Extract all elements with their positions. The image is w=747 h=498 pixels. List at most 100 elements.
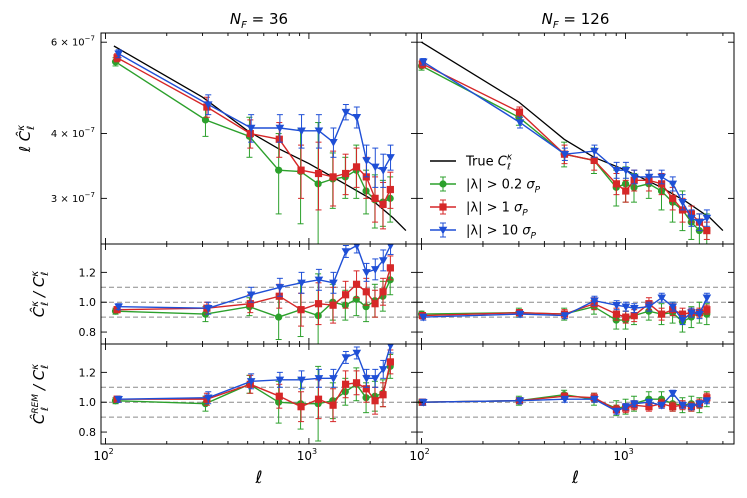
- green-series-line: [115, 279, 391, 318]
- blue-data-point: [329, 279, 338, 288]
- red-data-point: [246, 380, 254, 388]
- blue-data-point: [621, 303, 631, 312]
- blue-data-point: [668, 180, 678, 189]
- blue-data-point: [657, 401, 667, 410]
- blue-data-point: [114, 50, 123, 59]
- red-data-point: [275, 135, 283, 143]
- x-axis-label: ℓ: [571, 468, 579, 488]
- blue-data-point: [630, 304, 639, 313]
- blue-data-point: [657, 294, 667, 303]
- blue-data-point: [560, 396, 570, 404]
- red-data-point: [371, 194, 379, 202]
- red-data-point: [246, 129, 254, 138]
- blue-data-point: [203, 394, 213, 403]
- y-tick-label: 4 × 10−7: [51, 126, 95, 140]
- blue-data-point: [695, 218, 704, 227]
- blue-data-point: [702, 397, 712, 406]
- blue-data-point: [329, 138, 338, 147]
- red-data-point: [703, 227, 711, 235]
- blue-data-point: [362, 157, 371, 165]
- panel-r3-c1: [101, 344, 417, 442]
- blue-data-point: [378, 166, 388, 175]
- red-data-point: [297, 166, 305, 174]
- blue-data-point: [246, 124, 256, 133]
- blue-data-point: [297, 127, 306, 136]
- red-data-point: [658, 310, 666, 318]
- red-data-point: [630, 312, 638, 320]
- blue-data-point: [687, 309, 696, 318]
- panel-r2-c2: [417, 286, 734, 333]
- blue-data-point: [560, 150, 570, 159]
- red-data-point: [515, 108, 524, 116]
- red-data-point: [203, 103, 211, 111]
- blue-data-point: [702, 214, 712, 223]
- red-data-point: [669, 194, 677, 202]
- blue-data-point: [246, 291, 256, 300]
- green-data-point: [201, 116, 210, 124]
- red-data-point: [342, 169, 350, 178]
- x-tick-label: 102: [409, 447, 429, 463]
- blue-data-point: [352, 349, 362, 358]
- y-axis-label: Ĉκℓ / Cκℓ: [29, 271, 51, 318]
- blue-data-point: [695, 310, 704, 319]
- y-tick-label: 6 × 10−7: [51, 35, 95, 49]
- blue-data-point: [370, 375, 380, 383]
- blue-data-point: [378, 257, 388, 265]
- blue-data-point: [515, 119, 525, 127]
- blue-data-point: [314, 127, 324, 136]
- red-data-point: [622, 187, 630, 195]
- red-data-point: [314, 169, 323, 178]
- legend: True Cκ ℓ |λ| > 0.2 σP |λ| > 1 σP |λ| > 10 σ…: [430, 153, 541, 242]
- blue-data-point: [560, 312, 570, 321]
- panel-r1-c2: [417, 41, 724, 244]
- green-data-point: [275, 398, 283, 406]
- red-data-point: [622, 313, 630, 321]
- blue-data-point: [687, 403, 696, 412]
- blue-data-point: [644, 399, 654, 407]
- blue-data-point: [657, 173, 667, 182]
- blue-data-point: [590, 396, 599, 404]
- blue-data-point: [370, 266, 380, 274]
- blue-data-point: [362, 375, 371, 383]
- red-data-point: [371, 397, 379, 405]
- blue-data-point: [630, 173, 639, 182]
- panel-r2-c1: [101, 244, 417, 344]
- blue-data-point: [275, 284, 285, 292]
- red-data-point: [297, 403, 305, 411]
- column-title: NF = 126: [542, 10, 610, 31]
- blue-data-point: [341, 354, 351, 362]
- green-data-point: [275, 166, 283, 174]
- red-data-point: [678, 310, 687, 318]
- panel-r1-c1: [111, 45, 407, 244]
- y-axis-label: ĈREMℓ / Cκℓ: [29, 364, 51, 424]
- blue-data-point: [418, 313, 428, 322]
- blue-data-point: [387, 244, 394, 250]
- red-data-point: [275, 392, 283, 400]
- blue-data-point: [352, 114, 362, 122]
- red-data-point: [342, 380, 350, 388]
- blue-data-point: [341, 108, 351, 117]
- red-data-point: [612, 310, 621, 318]
- red-data-point: [386, 264, 394, 272]
- blue-data-point: [341, 248, 351, 256]
- legend-label: True Cκ ℓ: [465, 153, 513, 173]
- blue-data-point: [695, 400, 704, 409]
- red-data-point: [352, 379, 361, 387]
- panel-frame: [100, 32, 418, 245]
- blue-data-point: [314, 375, 324, 383]
- blue-series-line: [118, 244, 392, 309]
- blue-data-point: [678, 401, 687, 410]
- red-data-point: [379, 288, 387, 296]
- red-data-point: [329, 173, 337, 181]
- blue-data-point: [630, 400, 639, 409]
- panel-r3-c2: [417, 386, 734, 418]
- x-tick-label: 102: [93, 447, 113, 463]
- panel-frame: [416, 243, 735, 345]
- y-tick-label: 1.2: [79, 266, 97, 279]
- blue-data-point: [644, 173, 654, 182]
- red-data-point: [362, 288, 370, 296]
- red-data-point: [329, 301, 337, 309]
- column-title: NF = 36: [230, 10, 288, 31]
- y-tick-label: 3 × 10−7: [51, 191, 95, 205]
- legend-marker: [438, 226, 448, 235]
